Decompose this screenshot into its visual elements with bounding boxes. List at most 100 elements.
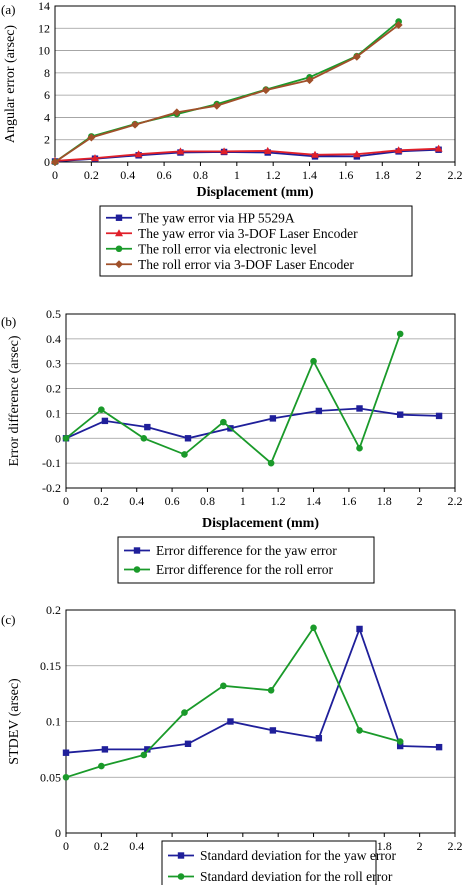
y-tick-label: 6 [44,88,50,102]
x-tick-label: 0.6 [165,494,180,508]
series-line-3 [54,20,400,163]
data-point [356,444,363,452]
y-tick-label: 0.05 [40,770,61,784]
y-tick-label: 12 [38,21,50,35]
data-point [267,686,275,694]
data-point [101,746,109,753]
data-point [98,406,105,414]
legend-entry: Standard deviation for the roll error [200,869,393,884]
data-point [140,751,148,759]
data-point [62,773,70,781]
data-point [315,735,323,742]
legend-entry: The roll error via 3-DOF Laser Encoder [138,257,354,272]
legend-entry: The yaw error via 3-DOF Laser Encoder [138,226,358,241]
data-point [267,459,275,467]
series-line-4 [54,24,400,163]
chart-panel-1: (a) 0 2 4 6 8 10 12 14 0 0.2 0.4 0.6 0.8 1 1.2 1.4 1.6 1.8… [1,0,463,277]
data-point [144,423,151,431]
data-point [62,749,70,756]
y-tick-label: 14 [38,0,50,13]
data-point [269,727,277,734]
x-tick-label: 0.8 [193,168,208,182]
x-tick-label: 1.8 [377,839,392,853]
series-line-1 [65,407,440,440]
y-axis-label: STDEV (arsec) [7,678,22,765]
legend-swatch-marker [115,245,123,253]
data-point [396,411,404,418]
legend-swatch-marker [133,566,141,573]
data-point [396,330,404,338]
panel-label: (c) [1,612,15,627]
y-tick-label: 0 [55,826,61,840]
y-tick-label: 0.5 [46,307,61,321]
x-tick-label: 1 [234,168,240,182]
x-tick-label: 1.2 [266,168,281,182]
data-point [311,150,319,158]
x-tick-label: 0.2 [84,168,99,182]
data-point [396,738,404,745]
x-tick-label: 0.4 [129,839,144,853]
chart-panel-2: (b) -0.2 -0.1 0 0.1 0.2 0.3 0.4 0.5 0 0.2 0.4 0.6 0.8… [1,307,463,584]
x-tick-label: 2.2 [448,494,463,508]
x-tick-label: 2.2 [448,168,463,182]
x-tick-label: 0.2 [94,494,109,508]
data-point [140,434,148,442]
data-point [220,418,227,426]
x-tick-label: 1.6 [338,168,353,182]
data-point [220,147,229,155]
data-point [131,120,139,129]
data-point [87,133,96,142]
legend-entry: Error difference for the roll error [156,562,334,577]
data-point [176,147,185,155]
data-point [434,144,443,152]
x-tick-label: 0.4 [120,168,135,182]
chart-panel-3: (c)00.050.10.150.200.20.40.60.811.21.41.… [1,603,463,885]
data-point [310,624,317,632]
y-tick-label: 2 [44,133,50,147]
y-tick-label: 0 [55,431,61,445]
data-point [269,415,277,422]
y-tick-label: 0.2 [46,603,61,617]
x-tick-label: 2.2 [448,839,463,853]
data-point [227,718,234,725]
x-tick-label: 0.2 [94,839,109,853]
y-axis-label: Error difference (arsec) [7,335,22,466]
data-point [181,451,188,458]
legend-box [99,205,413,277]
y-tick-label: 0.1 [46,715,61,729]
data-point [91,154,99,162]
data-point [394,20,403,29]
y-tick-label: 0 [44,155,50,169]
data-point [181,709,188,716]
x-tick-label: 1.8 [375,168,390,182]
data-point [315,407,323,415]
x-tick-label: 1.8 [377,494,392,508]
y-tick-label: -0.2 [42,481,61,495]
x-tick-label: 2 [416,168,422,182]
legend-swatch-marker [115,229,123,237]
legend-entry: The roll error via electronic level [138,241,317,256]
plot-frame [54,5,456,163]
x-tick-label: 1 [240,494,246,508]
data-point [356,405,363,412]
legend-box [117,536,375,584]
legend-swatch-marker [115,214,123,221]
y-tick-label: 8 [44,66,50,80]
x-tick-label: 0 [52,168,58,182]
data-point [356,625,363,633]
series-line-1 [65,626,440,754]
series-line-2 [54,147,439,162]
x-tick-label: 0 [63,839,69,853]
panel-label: (b) [1,314,16,329]
data-point [184,435,192,442]
legend-swatch-marker [115,260,123,269]
y-tick-label: 0.2 [46,382,61,396]
series-line-2 [65,625,401,779]
legend-box [161,840,377,885]
legend-entry: Standard deviation for the yaw error [200,848,397,863]
data-point [352,150,361,158]
x-tick-label: 0.4 [129,494,144,508]
y-axis-label: Angular error (arsec) [3,25,18,143]
data-point [172,108,181,117]
